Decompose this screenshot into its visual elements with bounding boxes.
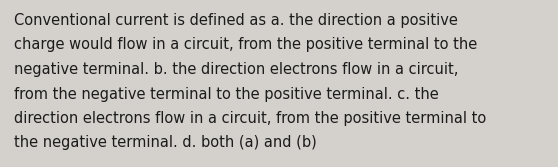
Text: direction electrons flow in a circuit, from the positive terminal to: direction electrons flow in a circuit, f… <box>14 111 486 126</box>
Text: the negative terminal. d. both (a) and (b): the negative terminal. d. both (a) and (… <box>14 135 317 150</box>
Text: Conventional current is defined as a. the direction a positive: Conventional current is defined as a. th… <box>14 13 458 28</box>
Text: from the negative terminal to the positive terminal. c. the: from the negative terminal to the positi… <box>14 87 439 102</box>
Text: negative terminal. b. the direction electrons flow in a circuit,: negative terminal. b. the direction elec… <box>14 62 458 77</box>
Text: charge would flow in a circuit, from the positive terminal to the: charge would flow in a circuit, from the… <box>14 38 477 52</box>
